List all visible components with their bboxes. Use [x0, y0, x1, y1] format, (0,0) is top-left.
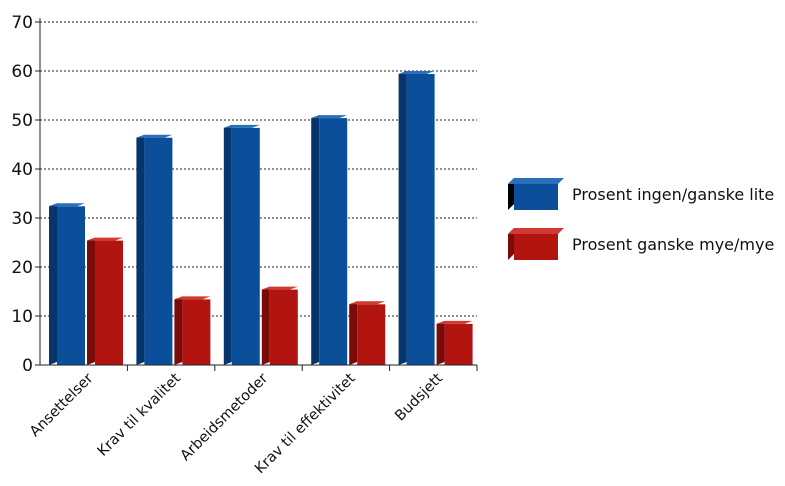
- bar-top: [87, 237, 123, 241]
- bar-side: [49, 203, 57, 365]
- bar: [357, 304, 386, 365]
- legend-swatch-top: [508, 178, 564, 184]
- x-category-label: Krav til kvalitet: [95, 370, 184, 459]
- bar-side: [174, 296, 183, 365]
- y-tick-label: 10: [11, 307, 33, 327]
- bar: [319, 118, 348, 365]
- bar-side: [223, 124, 232, 366]
- bar-top: [436, 320, 473, 324]
- bar-top: [136, 134, 173, 138]
- bar-top: [349, 301, 386, 305]
- bar: [182, 299, 211, 365]
- legend-swatch: [514, 184, 558, 210]
- x-category-label: Ansettelser: [27, 370, 97, 440]
- bar: [144, 137, 173, 365]
- bar: [231, 127, 260, 366]
- x-category-label: Budsjett: [392, 370, 446, 424]
- y-tick-label: 20: [11, 258, 33, 278]
- y-tick-label: 60: [11, 62, 33, 82]
- bar-side: [311, 115, 320, 365]
- bar-side: [349, 301, 358, 365]
- legend-swatch-top: [508, 228, 564, 234]
- bar-side: [398, 71, 407, 365]
- bar: [57, 206, 85, 365]
- legend: Prosent ingen/ganske lite Prosent ganske …: [508, 178, 774, 260]
- y-tick-label: 0: [22, 356, 33, 376]
- bar-top: [49, 203, 85, 207]
- y-tick-label: 50: [11, 111, 33, 131]
- bar-side: [87, 237, 95, 365]
- bar: [95, 240, 123, 365]
- y-axis: 0 10 20 30 40 50 60 70: [11, 13, 41, 376]
- x-category-label: Krav til effektivitet: [252, 370, 359, 477]
- bar-side: [136, 134, 145, 365]
- bar-top: [223, 124, 260, 128]
- legend-swatch: [514, 234, 558, 260]
- x-category-label: Arbeidsmetoder: [178, 370, 272, 464]
- bar: [269, 289, 298, 365]
- bars: [49, 71, 473, 366]
- y-tick-label: 30: [11, 209, 33, 229]
- bar: [406, 74, 435, 365]
- legend-label: Prosent ingen/ganske lite: [572, 185, 774, 204]
- bar: [444, 323, 473, 365]
- legend-swatch-side: [508, 228, 514, 260]
- bar-top: [261, 286, 298, 290]
- bar-top: [398, 71, 435, 74]
- bar-side: [261, 286, 270, 365]
- bar-side: [436, 320, 445, 365]
- bar-top: [311, 115, 348, 119]
- bar-top: [174, 296, 211, 300]
- legend-label: Prosent ganske mye/mye: [572, 235, 774, 254]
- y-tick-label: 40: [11, 160, 33, 180]
- legend-swatch-side: [508, 178, 514, 210]
- y-tick-label: 70: [11, 13, 33, 33]
